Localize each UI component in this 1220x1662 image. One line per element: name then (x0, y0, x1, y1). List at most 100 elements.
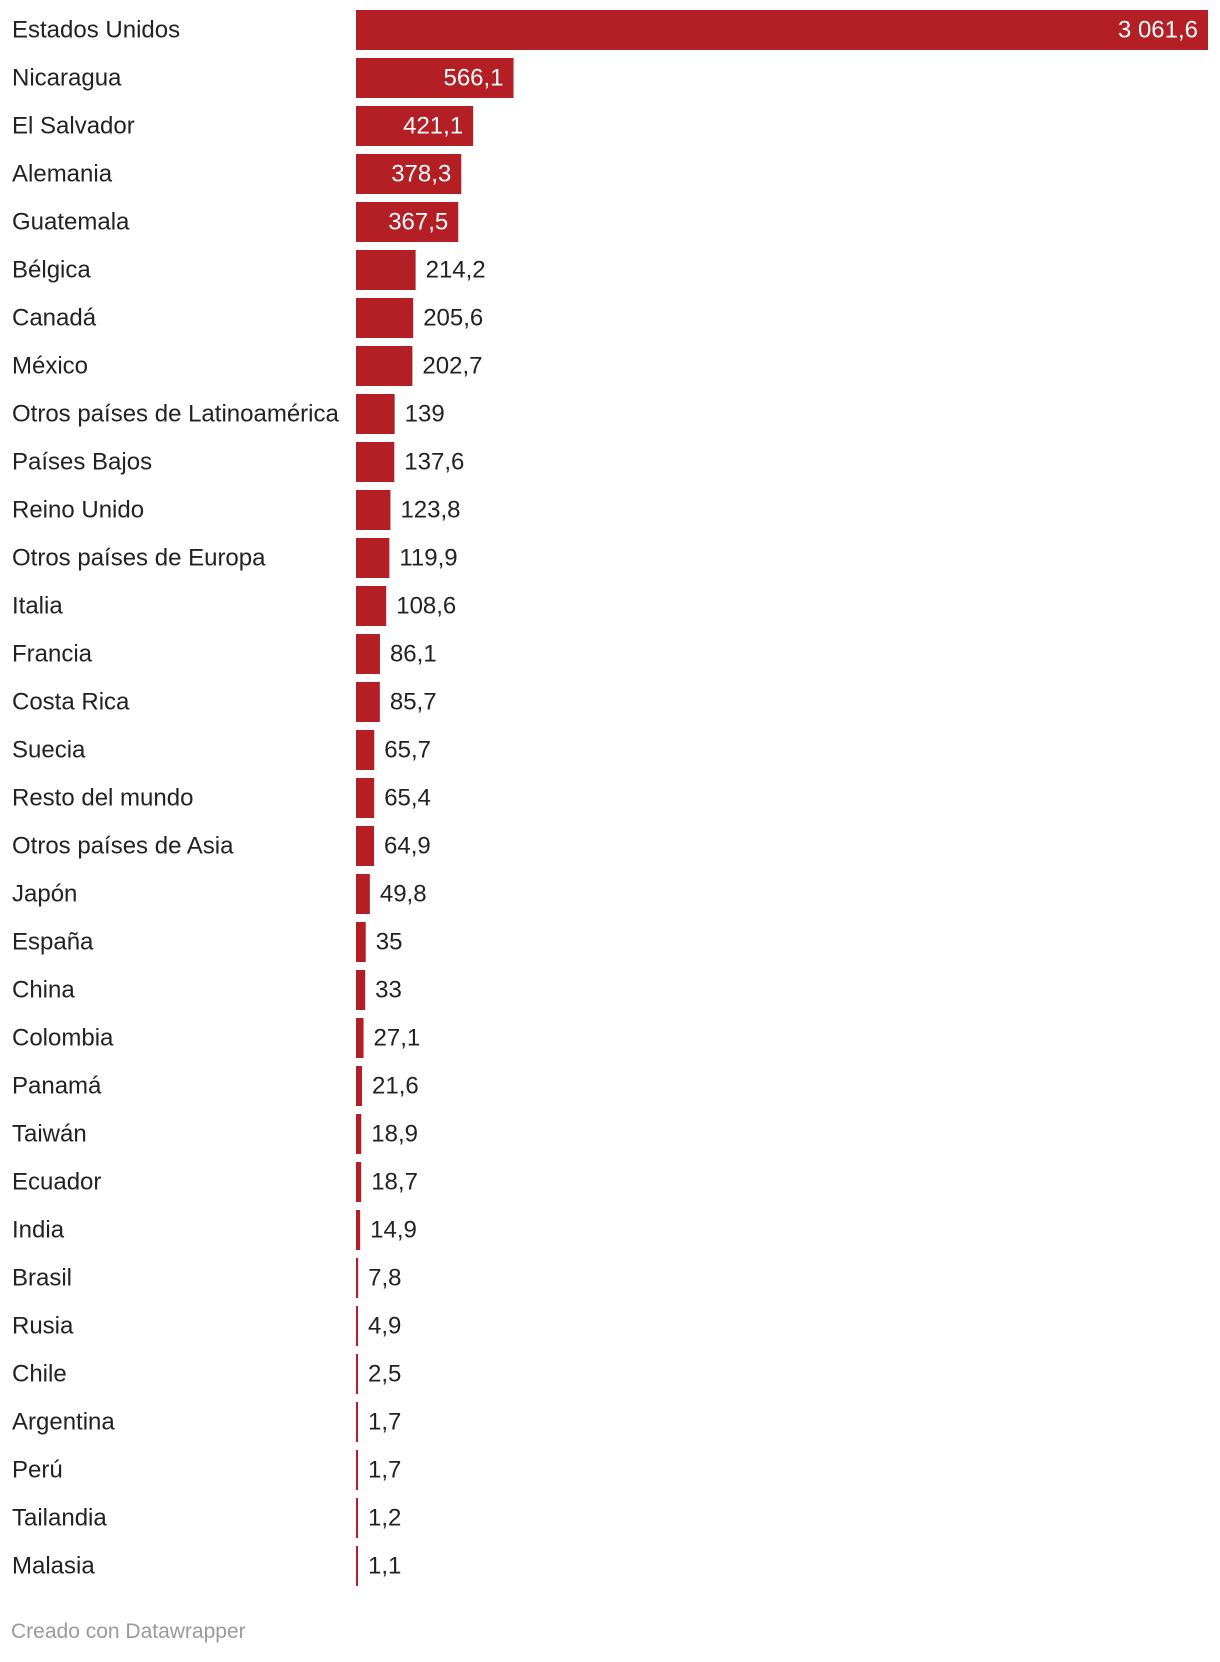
bar[interactable] (356, 1354, 358, 1394)
bar[interactable] (356, 106, 474, 146)
category-label: Chile (12, 1361, 67, 1388)
value-label: 64,9 (384, 833, 431, 860)
value-label: 49,8 (380, 881, 427, 908)
bar[interactable] (356, 10, 1208, 50)
value-label: 205,6 (423, 305, 483, 332)
bar[interactable] (356, 1546, 358, 1586)
bar[interactable] (356, 826, 375, 866)
datawrapper-credit[interactable]: Creado con Datawrapper (11, 1620, 246, 1643)
value-label: 137,6 (404, 449, 464, 476)
bar[interactable] (356, 1258, 359, 1298)
bar[interactable] (356, 394, 395, 434)
category-label: Otros países de Europa (12, 545, 266, 572)
category-label: Francia (12, 641, 93, 668)
value-label: 108,6 (396, 593, 456, 620)
category-label: Brasil (12, 1265, 72, 1292)
value-label: 7,8 (368, 1265, 401, 1292)
bars-layer: Estados Unidos 3 061,6 Nicaragua 566,1 El Sa… (12, 10, 1208, 1586)
bar[interactable] (356, 202, 459, 242)
category-label: Colombia (12, 1025, 114, 1052)
value-label: 202,7 (422, 353, 482, 380)
bar[interactable] (356, 1498, 358, 1538)
bar[interactable] (356, 1066, 363, 1106)
category-label: Rusia (12, 1313, 74, 1340)
bar[interactable] (356, 778, 375, 818)
bar[interactable] (356, 538, 390, 578)
category-label: Alemania (12, 161, 113, 188)
category-label: Argentina (12, 1409, 115, 1436)
category-label: Malasia (12, 1553, 95, 1580)
bar[interactable] (356, 58, 514, 98)
bar[interactable] (356, 490, 391, 530)
value-label: 18,9 (371, 1121, 418, 1148)
value-label: 1,2 (368, 1505, 401, 1532)
value-label: 18,7 (371, 1169, 418, 1196)
category-label: Canadá (12, 305, 97, 332)
category-label: Resto del mundo (12, 785, 193, 812)
bar[interactable] (356, 874, 370, 914)
value-label: 4,9 (368, 1313, 401, 1340)
bar[interactable] (356, 970, 366, 1010)
category-label: Otros países de Latinoamérica (12, 401, 339, 428)
category-label: Taiwán (12, 1121, 87, 1148)
value-label: 86,1 (390, 641, 437, 668)
category-label: Otros países de Asia (12, 833, 234, 860)
bar[interactable] (356, 1306, 358, 1346)
value-label: 119,9 (399, 545, 457, 572)
category-label: Suecia (12, 737, 86, 764)
category-label: Países Bajos (12, 449, 152, 476)
value-label: 2,5 (368, 1361, 401, 1388)
value-label: 85,7 (390, 689, 437, 716)
category-label: Bélgica (12, 257, 91, 284)
bar[interactable] (356, 1402, 358, 1442)
category-label: España (12, 929, 94, 956)
category-label: China (12, 977, 75, 1004)
category-label: Reino Unido (12, 497, 144, 524)
value-label: 1,7 (368, 1457, 401, 1484)
value-label: 65,7 (384, 737, 431, 764)
category-label: El Salvador (12, 113, 135, 140)
bar[interactable] (356, 1018, 364, 1058)
value-label: 1,1 (368, 1553, 401, 1580)
bar[interactable] (356, 346, 413, 386)
bar[interactable] (356, 1114, 362, 1154)
bar[interactable] (356, 1450, 358, 1490)
category-label: Tailandia (12, 1505, 107, 1532)
value-label: 27,1 (374, 1025, 421, 1052)
value-label: 123,8 (400, 497, 460, 524)
bar[interactable] (356, 922, 366, 962)
category-label: Japón (12, 881, 77, 908)
value-label: 378,3 (391, 161, 451, 188)
value-label: 421,1 (403, 113, 463, 140)
value-label: 1,7 (368, 1409, 401, 1436)
category-label: México (12, 353, 88, 380)
value-label: 21,6 (372, 1073, 419, 1100)
bar-chart: Estados Unidos 3 061,6 Nicaragua 566,1 El Sa… (12, 10, 1208, 1586)
bar[interactable] (356, 250, 416, 290)
value-label: 214,2 (426, 257, 486, 284)
category-label: Costa Rica (12, 689, 130, 716)
value-label: 3 061,6 (1118, 17, 1198, 44)
value-label: 566,1 (443, 65, 503, 92)
category-label: Nicaragua (12, 65, 122, 92)
value-label: 33 (375, 977, 402, 1004)
bar[interactable] (356, 1162, 362, 1202)
bar[interactable] (356, 298, 414, 338)
value-label: 139 (405, 401, 445, 428)
category-label: Ecuador (12, 1169, 101, 1196)
value-label: 14,9 (370, 1217, 417, 1244)
bar[interactable] (356, 154, 462, 194)
category-label: Estados Unidos (12, 17, 180, 44)
bar[interactable] (356, 442, 395, 482)
bar[interactable] (356, 682, 380, 722)
category-label: Guatemala (12, 209, 130, 236)
bar[interactable] (356, 730, 375, 770)
category-label: India (12, 1217, 65, 1244)
category-label: Panamá (12, 1073, 102, 1100)
bar[interactable] (356, 634, 380, 674)
value-label: 35 (376, 929, 403, 956)
bar[interactable] (356, 586, 387, 626)
value-label: 65,4 (384, 785, 431, 812)
category-label: Italia (12, 593, 63, 620)
bar[interactable] (356, 1210, 361, 1250)
